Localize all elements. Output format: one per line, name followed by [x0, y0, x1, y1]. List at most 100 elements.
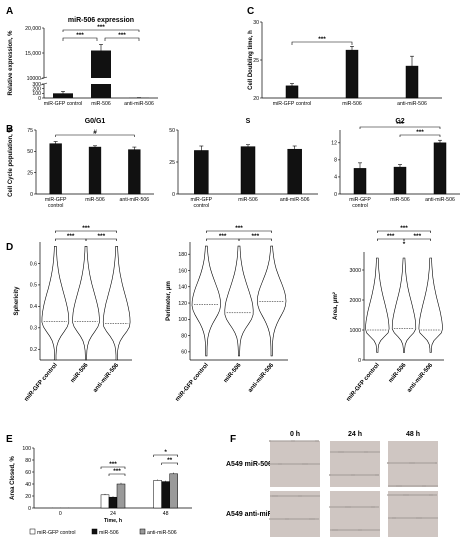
image-column-label: 24 h — [348, 431, 362, 438]
legend-label-e: miR-GFP control — [37, 530, 76, 536]
microscopy-texture — [422, 485, 424, 487]
microscopy-texture — [357, 474, 359, 476]
microscopy-texture — [318, 463, 320, 465]
y-tick-label-d2: 120 — [178, 301, 187, 307]
microscopy-texture — [308, 463, 310, 465]
y-tick-label-b2: 0 — [172, 192, 175, 198]
significance-label-d3: * — [403, 241, 406, 248]
significance-bracket-a — [62, 29, 140, 32]
microscopy-texture — [398, 517, 400, 519]
microscopy-texture — [334, 529, 336, 531]
y-tick-label-b1: 0 — [30, 192, 33, 198]
microscopy-texture — [349, 506, 351, 508]
microscopy-texture — [394, 517, 396, 519]
microscopy-image — [269, 440, 320, 487]
violin-d2 — [256, 245, 287, 357]
microscopy-texture — [329, 506, 331, 508]
microscopy-texture — [417, 462, 419, 464]
y-tick-label-a: 10000 — [27, 76, 42, 82]
y-tick-label-d2: 140 — [178, 285, 187, 291]
y-tick-label-d1: 0.5 — [30, 283, 37, 289]
y-tick-label-e: 100 — [22, 446, 31, 452]
x-tick-label-d1: anti-miR-506 — [92, 362, 120, 394]
x-tick-label-b1: anti-miR-506 — [119, 197, 149, 203]
microscopy-texture — [376, 451, 378, 453]
microscopy-image — [387, 441, 438, 487]
significance-bracket-d1 — [85, 238, 117, 241]
y-tick-label-d2: 180 — [178, 252, 187, 258]
microscopy-texture — [429, 494, 431, 496]
microscopy-texture — [348, 451, 350, 453]
microscopy-texture — [300, 463, 302, 465]
x-tick-label-b1: miR-GFP — [45, 197, 67, 203]
x-tick-label-d3: miR-GFP control — [346, 362, 381, 403]
microscopy-texture — [280, 463, 282, 465]
microscopy-texture — [273, 518, 275, 520]
microscopy-texture — [366, 451, 368, 453]
microscopy-texture — [360, 529, 362, 531]
significance-bracket-a — [104, 37, 140, 41]
y-tick-label-d3: 2000 — [349, 298, 361, 304]
microscopy-texture — [419, 494, 421, 496]
microscopy-texture — [269, 518, 271, 520]
microscopy-texture — [275, 440, 277, 442]
significance-label-a: *** — [97, 24, 105, 31]
microscopy-texture — [366, 529, 368, 531]
microscopy-texture — [283, 518, 285, 520]
y-tick-label-b2: 50 — [169, 128, 175, 134]
y-tick-label-d2: 60 — [181, 350, 187, 356]
legend-swatch-e — [29, 528, 36, 535]
microscopy-texture — [378, 451, 380, 453]
microscopy-texture — [270, 495, 272, 497]
microscopy-image — [329, 491, 380, 537]
microscopy-texture — [303, 518, 305, 520]
microscopy-texture — [331, 506, 333, 508]
microscopy-texture — [359, 506, 361, 508]
bar-b3 — [353, 168, 367, 195]
y-tick-label-b3: 12 — [331, 141, 337, 147]
y-tick-label-b1: 75 — [27, 128, 33, 134]
y-tick-label-b2: 25 — [169, 160, 175, 166]
microscopy-texture — [362, 451, 364, 453]
panel-label-b: B — [6, 124, 13, 135]
microscopy-texture — [371, 474, 373, 476]
microscopy-texture — [408, 485, 410, 487]
microscopy-texture — [316, 495, 318, 497]
microscopy-texture — [306, 495, 308, 497]
microscopy-texture — [413, 494, 415, 496]
microscopy-texture — [400, 517, 402, 519]
significance-bracket-e — [100, 466, 126, 469]
microscopy-image-bg — [388, 441, 438, 487]
x-tick-label-d1: miR-506 — [70, 362, 90, 384]
bar-b2 — [240, 146, 256, 195]
microscopy-texture — [363, 474, 365, 476]
microscopy-texture — [404, 485, 406, 487]
microscopy-texture — [393, 462, 395, 464]
microscopy-texture — [367, 474, 369, 476]
microscopy-texture — [432, 485, 434, 487]
microscopy-texture — [405, 494, 407, 496]
microscopy-texture — [335, 474, 337, 476]
microscopy-texture — [313, 440, 315, 442]
microscopy-texture — [311, 518, 313, 520]
microscopy-texture — [337, 506, 339, 508]
y-axis-label-d1: Sphericity — [14, 286, 20, 316]
bar-e — [153, 480, 162, 509]
microscopy-texture — [410, 485, 412, 487]
microscopy-texture — [416, 517, 418, 519]
microscopy-texture — [415, 494, 417, 496]
significance-label-e: ** — [167, 457, 173, 464]
microscopy-texture — [277, 518, 279, 520]
microscopy-texture — [363, 506, 365, 508]
microscopy-texture — [373, 506, 375, 508]
microscopy-texture — [370, 529, 372, 531]
x-tick-label-b3: anti-miR-506 — [425, 197, 455, 203]
microscopy-texture — [332, 529, 334, 531]
bar-e — [116, 483, 126, 509]
microscopy-texture — [344, 529, 346, 531]
microscopy-texture — [361, 506, 363, 508]
microscopy-texture — [337, 474, 339, 476]
bar-e — [169, 473, 178, 509]
microscopy-texture — [304, 495, 306, 497]
microscopy-texture — [302, 495, 304, 497]
